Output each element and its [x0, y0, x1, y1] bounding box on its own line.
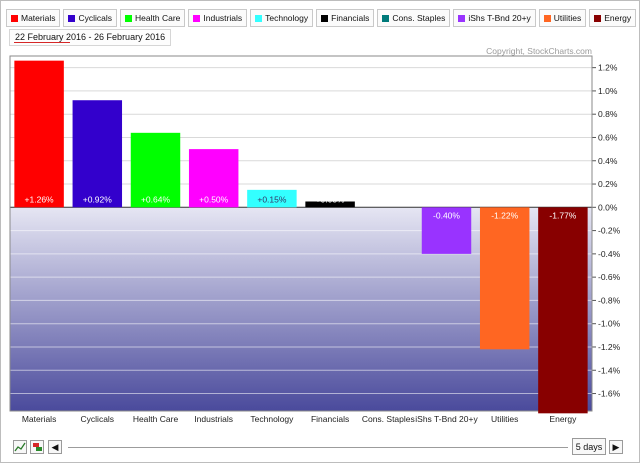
legend-label: Cyclicals: [78, 13, 113, 23]
time-slider-track[interactable]: [68, 447, 568, 448]
x-tick-label: Materials: [22, 414, 56, 424]
bar: [305, 201, 355, 208]
date-underline: [14, 42, 70, 43]
y-tick-label: -0.4%: [598, 249, 621, 259]
legend-label: Financials: [331, 13, 370, 23]
legend-item[interactable]: Cyclicals: [63, 9, 118, 27]
legend-label: Materials: [21, 13, 56, 23]
data-label: +0.15%: [257, 194, 287, 204]
bar: [188, 149, 239, 208]
x-tick-label: Financials: [311, 414, 349, 424]
legend-swatch: [458, 14, 466, 22]
legend-swatch: [321, 14, 329, 22]
date-range: 22 February 2016 - 26 February 2016: [9, 29, 172, 46]
data-label: +0.92%: [83, 194, 113, 204]
y-tick-label: -1.2%: [598, 342, 621, 352]
y-tick-label: 0.2%: [598, 179, 618, 189]
legend-item[interactable]: Utilities: [538, 9, 587, 27]
y-tick-label: -0.2%: [598, 226, 621, 236]
legend-swatch: [382, 14, 390, 22]
data-label: +0.05%: [316, 194, 346, 204]
bar: [14, 60, 64, 208]
y-tick-label: -1.4%: [598, 365, 621, 375]
legend-swatch: [543, 14, 551, 22]
plot-border: [9, 55, 593, 412]
legend-item[interactable]: Technology: [250, 9, 314, 27]
x-tick-label: Utilities: [491, 414, 518, 424]
y-tick-label: 0.8%: [598, 109, 618, 119]
data-label: +0.64%: [141, 194, 171, 204]
legend-swatch: [594, 14, 602, 22]
legend: Materials Cyclicals Health Care Industrials…: [6, 9, 637, 27]
y-tick-label: -1.6%: [598, 389, 621, 399]
legend-swatch: [255, 14, 263, 22]
legend-label: Technology: [265, 13, 309, 23]
legend-label: Utilities: [553, 13, 582, 23]
y-tick-label: 1.2%: [598, 63, 618, 73]
data-label: +1.26%: [25, 194, 55, 204]
data-label: -1.77%: [549, 210, 576, 220]
legend-item[interactable]: Energy: [589, 9, 637, 27]
data-label: +0.50%: [199, 194, 229, 204]
legend-label: Health Care: [135, 13, 181, 23]
legend-label: iShs T-Bnd 20+y: [468, 13, 531, 23]
legend-swatch: [68, 14, 76, 22]
legend-label: Cons. Staples: [392, 13, 446, 23]
x-tick-label: Energy: [549, 414, 577, 424]
x-tick-label: Industrials: [194, 414, 233, 424]
bar: [72, 100, 123, 208]
x-tick-label: Cyclicals: [81, 414, 115, 424]
bar: [479, 207, 530, 350]
y-tick-label: 0.4%: [598, 156, 618, 166]
copyright-text: Copyright, StockCharts.com: [486, 46, 592, 56]
data-label: -1.22%: [491, 210, 518, 220]
legend-swatch: [193, 14, 201, 22]
bar: [247, 189, 297, 208]
y-tick-label: 0.0%: [598, 202, 618, 212]
x-tick-label: Cons. Staples: [362, 414, 415, 424]
y-tick-label: 0.6%: [598, 132, 618, 142]
legend-item[interactable]: Cons. Staples: [377, 9, 451, 27]
y-tick-label: -0.8%: [598, 295, 621, 305]
bar: [421, 207, 472, 254]
y-tick-label: 1.0%: [598, 86, 618, 96]
x-tick-label: Technology: [250, 414, 294, 424]
triangle-right-icon[interactable]: ▶: [609, 440, 623, 454]
x-tick-label: iShs T-Bnd 20+y: [415, 414, 478, 424]
legend-label: Industrials: [203, 13, 243, 23]
x-tick-label: Health Care: [133, 414, 179, 424]
legend-item[interactable]: Industrials: [188, 9, 248, 27]
bar-type-icon[interactable]: [30, 440, 44, 454]
data-label: 0.00%: [376, 194, 401, 204]
data-label: -0.40%: [433, 210, 460, 220]
bar: [538, 207, 588, 414]
line-chart-icon[interactable]: [13, 440, 27, 454]
legend-label: Energy: [604, 13, 632, 23]
triangle-left-icon[interactable]: ◀: [48, 440, 62, 454]
legend-swatch: [125, 14, 133, 22]
bar: [130, 132, 181, 208]
legend-item[interactable]: Materials: [6, 9, 61, 27]
legend-item[interactable]: Financials: [316, 9, 375, 27]
range-button[interactable]: 5 days: [572, 438, 606, 455]
y-tick-label: -1.0%: [598, 319, 621, 329]
y-tick-label: -0.6%: [598, 272, 621, 282]
legend-item[interactable]: iShs T-Bnd 20+y: [453, 9, 536, 27]
legend-item[interactable]: Health Care: [120, 9, 186, 27]
legend-swatch: [11, 14, 18, 22]
bottom-toolbar: ◀ 5 days ▶: [0, 434, 638, 461]
